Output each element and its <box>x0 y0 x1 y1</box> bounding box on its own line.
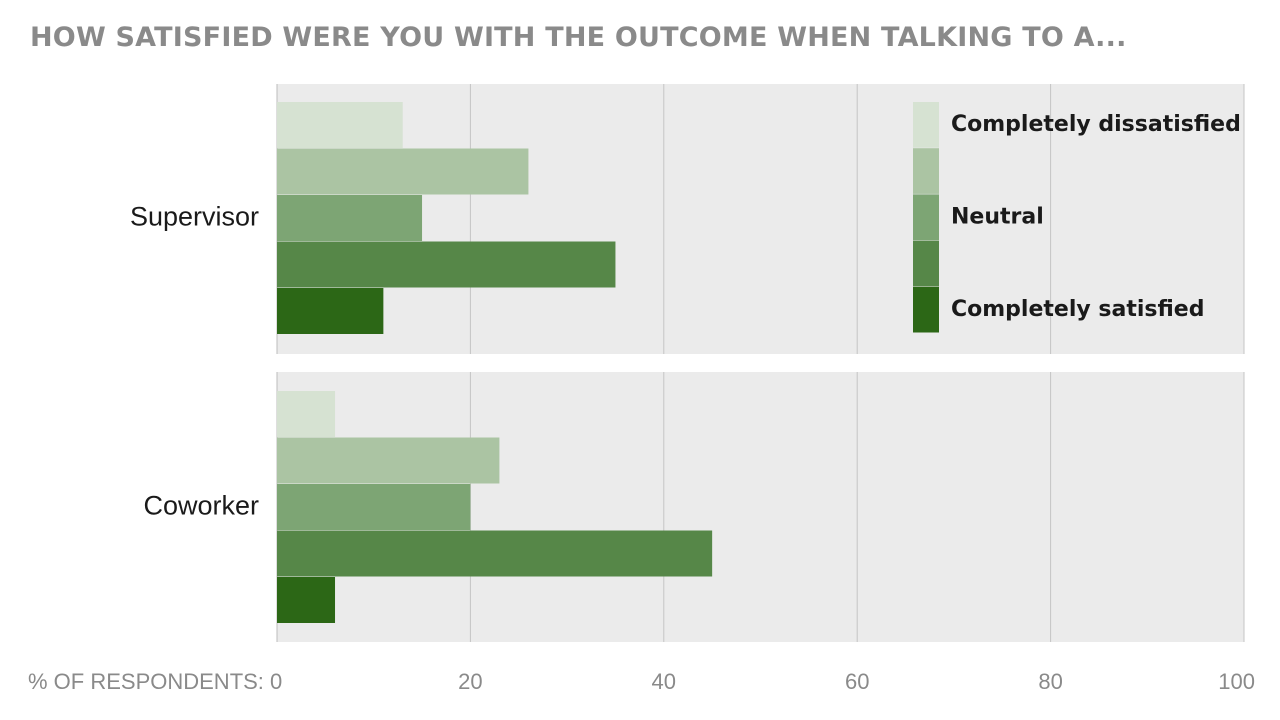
bar-supervisor-0 <box>277 102 403 148</box>
category-label-supervisor: Supervisor <box>130 201 259 231</box>
legend-swatch-4 <box>913 286 939 333</box>
chart-title: HOW SATISFIED WERE YOU WITH THE OUTCOME … <box>30 22 1127 53</box>
x-tick-label: 60 <box>845 669 869 694</box>
x-tick-label: 80 <box>1038 669 1062 694</box>
bar-supervisor-3 <box>277 241 616 288</box>
bar-supervisor-4 <box>277 288 384 334</box>
x-tick-label: 20 <box>458 669 482 694</box>
x-axis-title: % OF RESPONDENTS: <box>28 669 264 694</box>
legend-swatch-2 <box>913 194 939 241</box>
x-tick-label: 100 <box>1218 669 1255 694</box>
legend-swatch-0 <box>913 102 939 148</box>
bar-supervisor-2 <box>277 195 423 241</box>
legend-label-2: Neutral <box>951 205 1044 230</box>
bar-coworker-1 <box>277 437 500 484</box>
panel-supervisor <box>277 84 1244 354</box>
bar-supervisor-1 <box>277 148 529 195</box>
bar-coworker-3 <box>277 530 713 577</box>
x-tick-label: 40 <box>652 669 676 694</box>
legend-label-4: Completely satisfied <box>951 297 1204 322</box>
legend-swatch-3 <box>913 240 939 287</box>
bar-coworker-2 <box>277 484 471 530</box>
bar-coworker-0 <box>277 391 336 437</box>
legend-swatch-1 <box>913 148 939 194</box>
legend-label-0: Completely dissatisfied <box>951 112 1241 137</box>
category-label-coworker: Coworker <box>143 490 259 520</box>
x-tick-label: 0 <box>270 669 282 694</box>
bar-coworker-4 <box>277 577 336 623</box>
